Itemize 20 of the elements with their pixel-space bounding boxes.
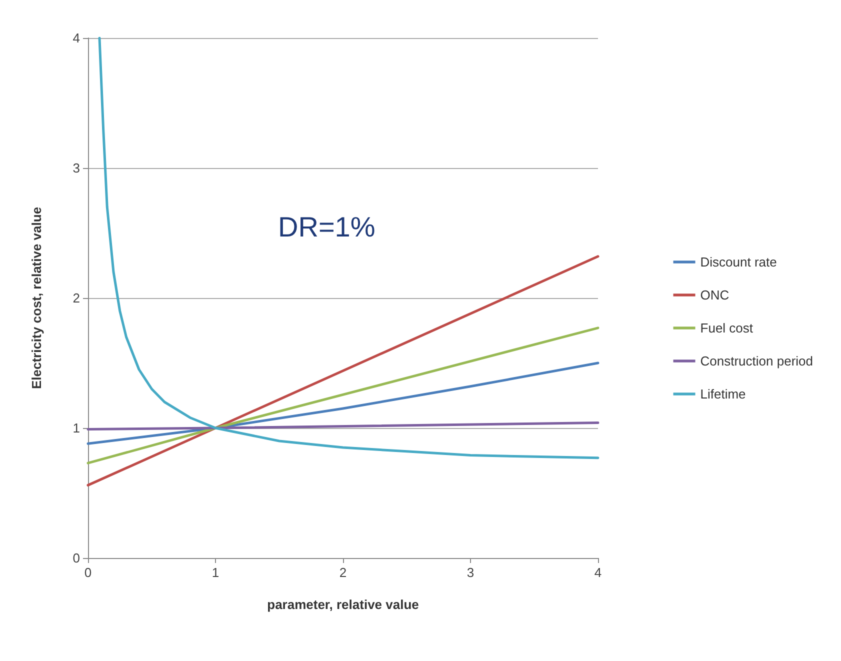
annotation: DR=1% [278,212,376,242]
y-axis-title: Electricity cost, relative value [29,206,44,390]
y-tick-label: 4 [72,30,80,46]
x-tick-label: 2 [339,565,347,580]
x-axis-title: parameter, relative value [267,597,419,612]
line-series [98,36,600,460]
legend-label: ONC [700,288,730,302]
x-tick-label: 1 [212,565,220,580]
legend-label: Discount rate [700,254,777,270]
y-tick-label: 3 [72,160,80,176]
y-tick-label: 2 [72,290,80,306]
x-tick-label: 0 [84,565,92,580]
line-series [86,362,600,445]
y-tick-label: 0 [72,550,80,566]
x-tick-label: 3 [466,565,474,580]
legend-label: Lifetime [700,386,746,402]
legend-label: Fuel cost [700,320,754,336]
legend-label: Construction period [700,354,814,368]
x-tick-label: 4 [594,565,602,580]
y-tick-label: 1 [72,420,80,436]
